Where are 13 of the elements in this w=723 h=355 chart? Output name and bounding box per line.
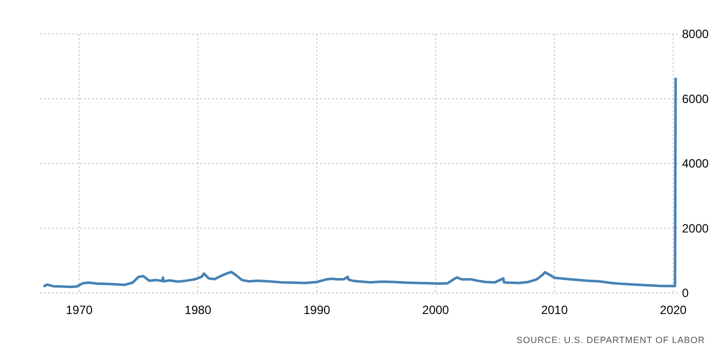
x-tick-label: 2000: [422, 303, 450, 317]
y-tick-label: 2000: [682, 221, 710, 236]
y-tick-label: 6000: [682, 92, 710, 106]
x-tick-label: 2020: [660, 303, 687, 317]
y-tick-label: 4000: [682, 156, 710, 170]
x-tick-label: 1980: [184, 303, 212, 317]
x-tick-label: 1990: [303, 303, 330, 317]
x-tick-label: 2010: [541, 303, 568, 317]
y-tick-label: 8000: [682, 27, 710, 41]
y-tick-label: 0: [682, 286, 689, 300]
x-tick-label: 1970: [66, 303, 93, 317]
source-note: SOURCE: U.S. DEPARTMENT OF LABOR: [516, 335, 705, 345]
line-series: [42, 76, 677, 288]
